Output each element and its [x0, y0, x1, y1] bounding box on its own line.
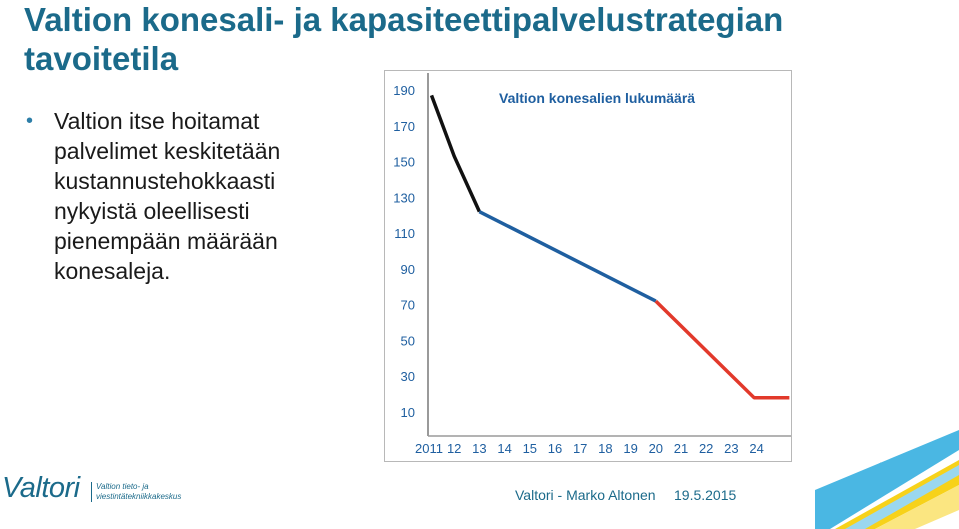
slide-title-line: tavoitetila [24, 40, 179, 77]
y-tick-label: 50 [401, 333, 415, 348]
x-tick-label: 24 [749, 441, 763, 456]
x-tick-label: 13 [472, 441, 486, 456]
ray-blue [815, 430, 959, 529]
chart-title: Valtion konesalien lukumäärä [499, 90, 695, 106]
bullet-line: konesaleja. [54, 258, 171, 284]
chart-canvas: Valtion konesalien lukumäärä 190 170 150 13… [393, 73, 791, 456]
bullet-item: Valtion itse hoitamat palvelimet keskite… [54, 106, 354, 286]
y-tick-label: 130 [393, 190, 415, 205]
y-tick-label: 150 [393, 155, 415, 170]
line-chart: Valtion konesalien lukumäärä 190 170 150 13… [384, 70, 792, 462]
x-tick-label: 21 [674, 441, 688, 456]
y-tick-label: 170 [393, 119, 415, 134]
series-layer [429, 94, 790, 400]
x-tick-label: 15 [523, 441, 537, 456]
x-tick-label: 14 [497, 441, 511, 456]
ray-yellow [835, 460, 959, 529]
bullet-line: nykyistä oleellisesti [54, 198, 250, 224]
decorative-rays-graphic [815, 430, 959, 529]
bullet-marker: • [26, 110, 34, 132]
logo-divider [91, 482, 92, 502]
x-axis: 2011 12 13 14 15 16 17 18 19 20 21 22 23 24 [415, 441, 764, 456]
y-tick-label: 190 [393, 83, 415, 98]
y-tick-label: 10 [401, 405, 415, 420]
x-tick-label: 19 [623, 441, 637, 456]
y-tick-label: 30 [401, 369, 415, 384]
x-tick-label: 16 [548, 441, 562, 456]
slide-title: Valtion konesali- ja kapasiteettipalvelu… [24, 0, 944, 78]
slide-title-line: Valtion konesali- ja kapasiteettipalvelu… [24, 1, 784, 38]
bullet-line: palvelimet keskitetään [54, 138, 281, 164]
ray-light-blue [845, 465, 959, 529]
x-tick-label: 12 [447, 441, 461, 456]
logo-subtitle: Valtion tieto- ja viestintätekniikkakesk… [96, 482, 206, 502]
x-tick-label: 20 [649, 441, 663, 456]
logo-wordmark: Valtori [2, 472, 80, 504]
x-tick-label: 23 [724, 441, 738, 456]
bullet-line: kustannustehokkaasti [54, 168, 276, 194]
logo-subtitle-line: Valtion tieto- ja [96, 482, 149, 491]
y-axis: 190 170 150 130 110 90 70 50 30 10 [393, 83, 415, 420]
bullet-line: pienempään määrään [54, 228, 278, 254]
y-tick-label: 90 [401, 262, 415, 277]
x-tick-label: 2011 [415, 441, 443, 456]
y-tick-label: 70 [401, 298, 415, 313]
x-tick-label: 17 [573, 441, 587, 456]
series-line [429, 94, 481, 213]
y-tick-label: 110 [394, 226, 415, 241]
bullet-line: Valtion itse hoitamat [54, 108, 260, 134]
footer-date: 19.5.2015 [674, 487, 737, 503]
x-tick-label: 22 [699, 441, 713, 456]
x-tick-label: 18 [598, 441, 612, 456]
footer-presenter: Valtori - Marko Altonen [515, 487, 656, 503]
ray-light-yellow [875, 485, 959, 529]
series-line [478, 210, 657, 303]
series-line [654, 299, 790, 400]
logo-subtitle-line: viestintätekniikkakeskus [96, 492, 182, 501]
